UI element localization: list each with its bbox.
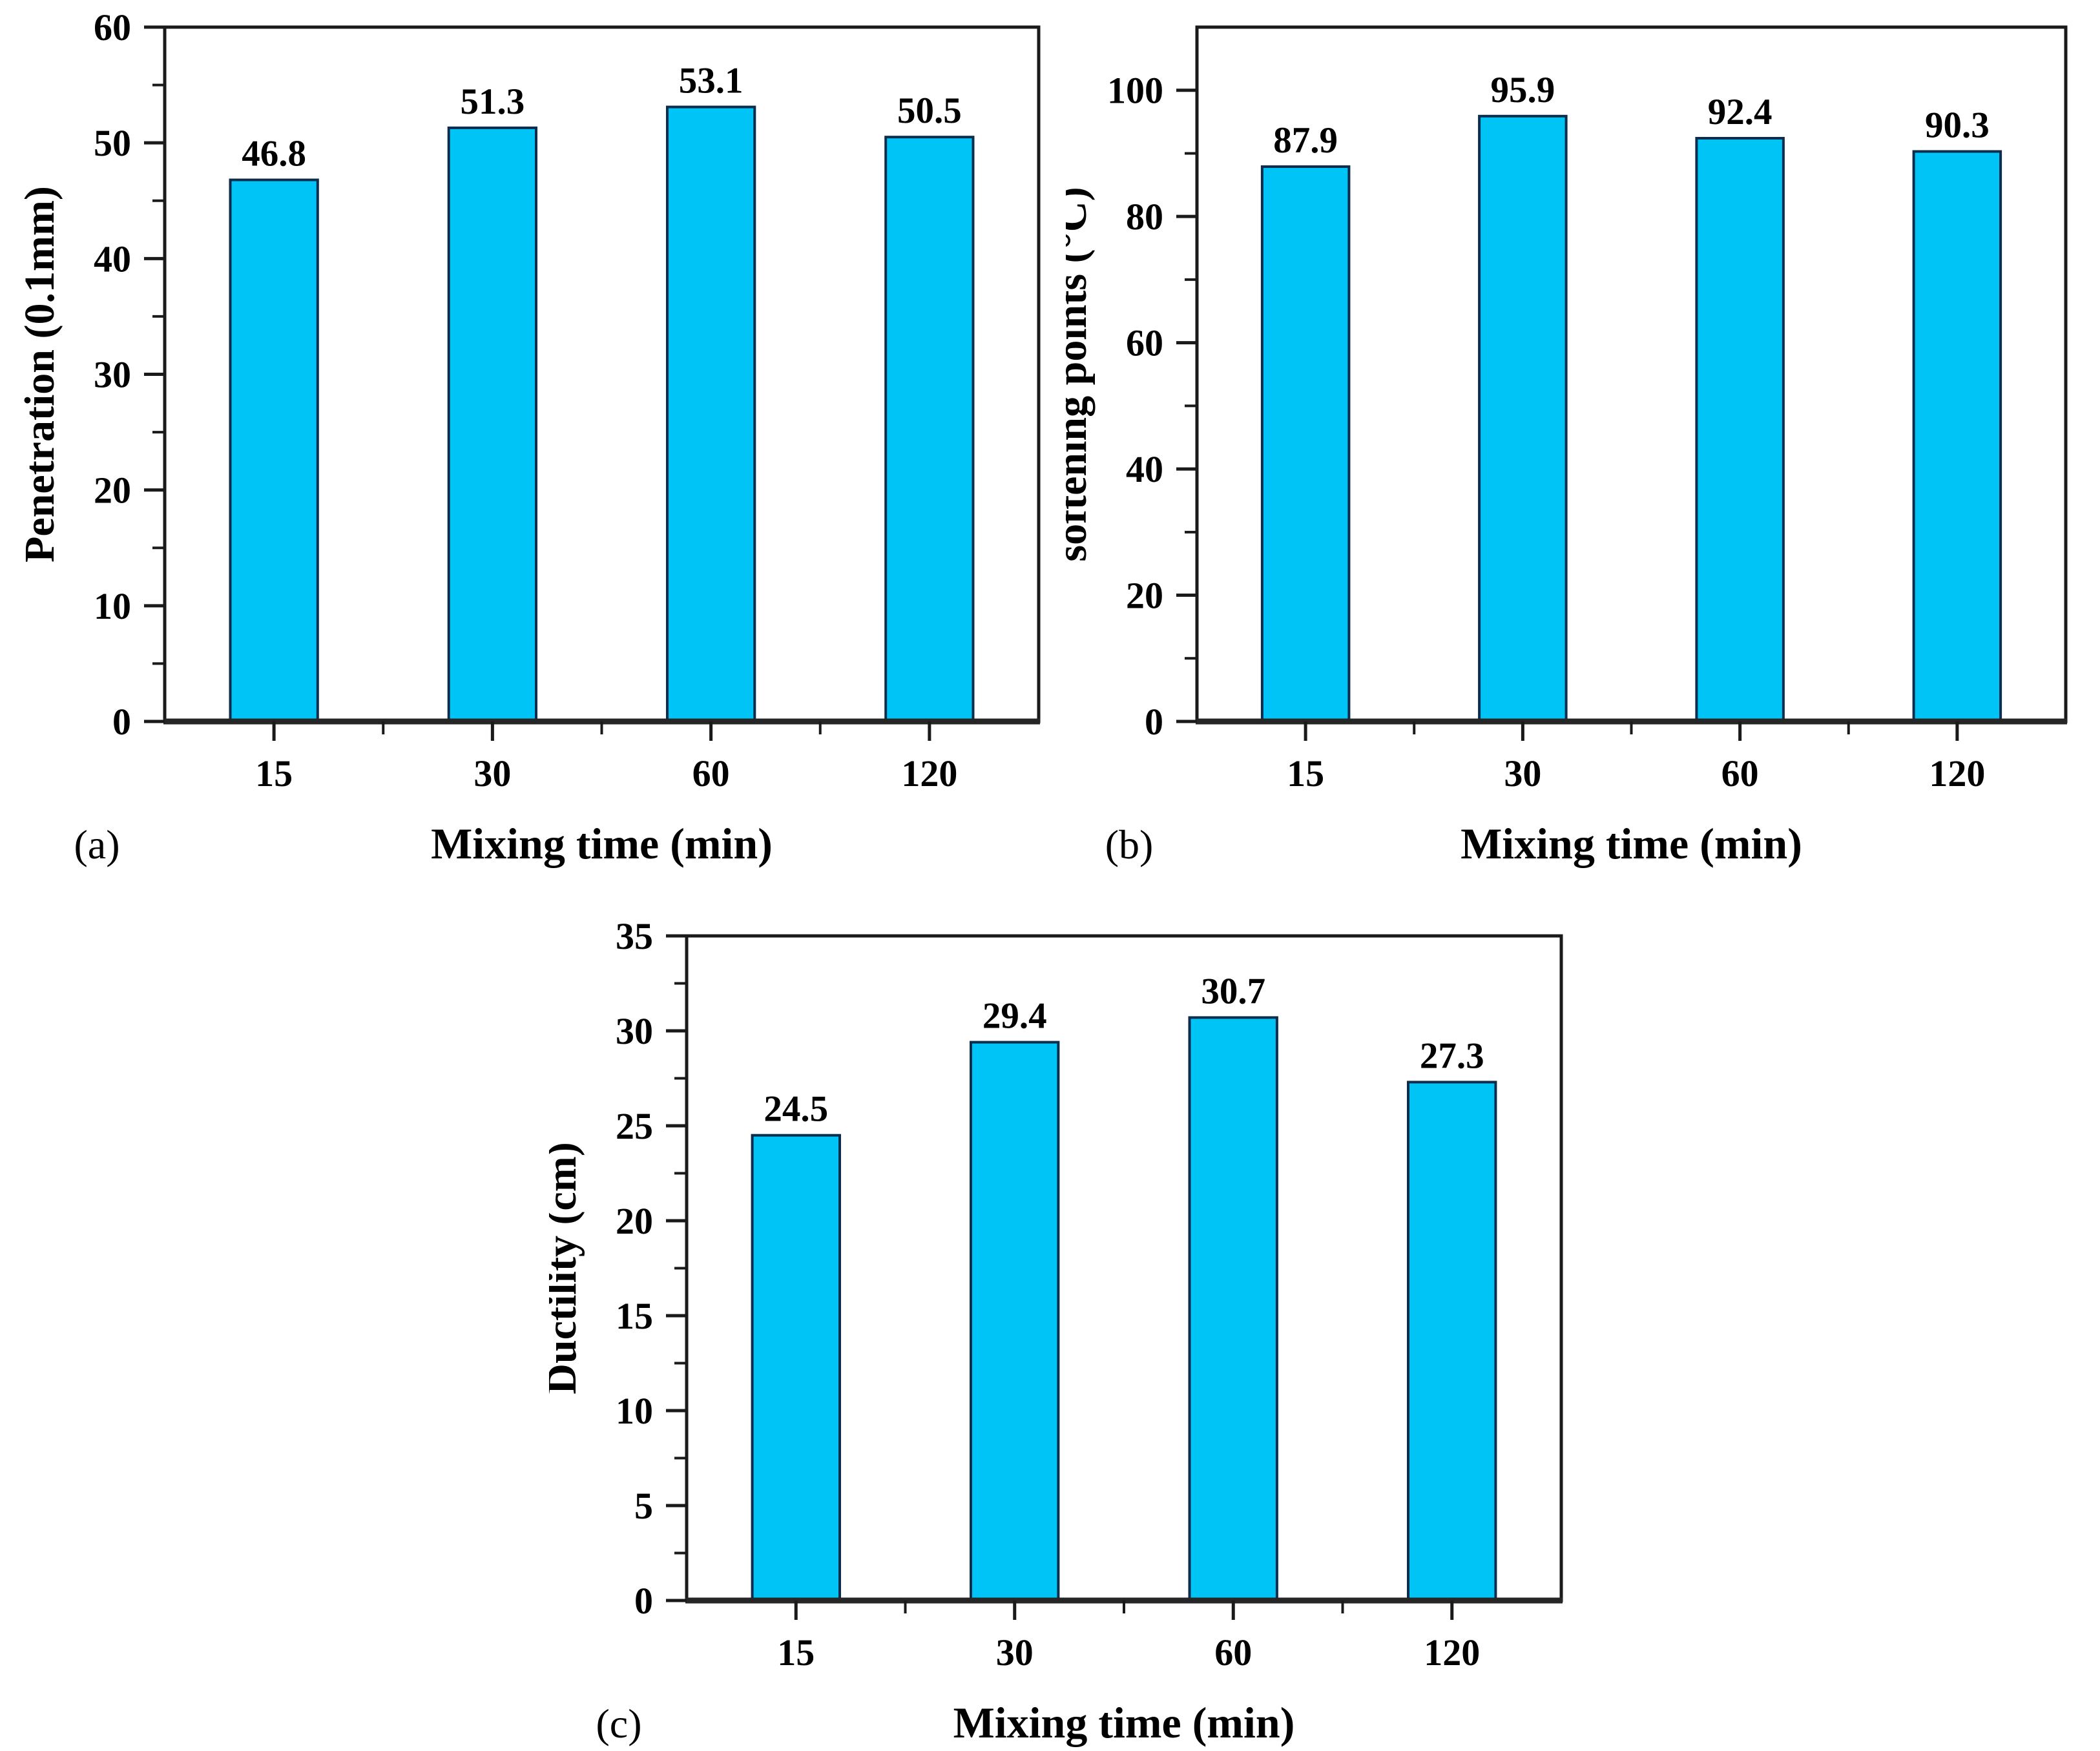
- x-tick-label: 15: [777, 1632, 815, 1673]
- chart-svg: 46.8 51.3 53.1 50.5 0 10 20 30 40 50 60 15 30 60 120 Pe…: [16, 6, 1041, 868]
- bar: [229, 178, 319, 723]
- chart-svg: 24.5 29.4 30.7 27.3 0 5 10 15 20 25 30 35 15 30 60 120 D…: [549, 915, 1563, 1747]
- x-tick-label: 120: [1424, 1632, 1480, 1673]
- y-tick-label: 100: [1107, 70, 1163, 112]
- x-tick-label: 15: [255, 752, 293, 794]
- panel-label: (c): [596, 1701, 641, 1746]
- y-tick-label: 40: [94, 238, 131, 280]
- x-axis-title: Mixing time (min): [431, 819, 773, 868]
- bar-value-label: 24.5: [764, 1089, 828, 1130]
- y-tick-label: 50: [94, 122, 131, 164]
- bar: [666, 105, 756, 723]
- bar: [1912, 150, 2002, 723]
- chart-softening-points: 87.9 95.9 92.4 90.3 0 20 40 60 80 100 15 30 60 120 sof…: [1066, 0, 2100, 872]
- bar: [1188, 1016, 1278, 1602]
- y-tick-label: 35: [616, 915, 653, 957]
- bar-value-label: 87.9: [1273, 120, 1338, 161]
- y-tick-label: 10: [616, 1390, 653, 1432]
- y-tick-label: 0: [634, 1580, 653, 1622]
- bar: [1407, 1081, 1497, 1602]
- y-tick-label: 10: [94, 585, 131, 627]
- y-tick-label: 0: [1145, 701, 1163, 743]
- y-tick-label: 30: [616, 1010, 653, 1052]
- bar-value-label: 29.4: [982, 996, 1047, 1037]
- bar: [970, 1041, 1060, 1602]
- panel-label: (a): [74, 822, 120, 867]
- y-tick-label: 40: [1126, 448, 1163, 490]
- chart-penetration: 46.8 51.3 53.1 50.5 0 10 20 30 40 50 60 15 30 60 120 Pe…: [0, 0, 1066, 872]
- panel-label: (b): [1105, 822, 1154, 867]
- x-tick-label: 30: [1504, 752, 1541, 794]
- x-tick-label: 30: [473, 752, 511, 794]
- bar: [447, 126, 538, 723]
- x-tick-label: 30: [996, 1632, 1034, 1673]
- y-axis-title: Penetration (0.1mm): [16, 186, 63, 563]
- bar: [884, 136, 975, 723]
- chart-ductility: 24.5 29.4 30.7 27.3 0 5 10 15 20 25 30 35 15 30 60 120 D…: [549, 872, 1583, 1751]
- x-axis-title: Mixing time (min): [953, 1698, 1295, 1747]
- x-tick-label: 120: [1929, 752, 1985, 794]
- x-axis-title: Mixing time (min): [1461, 819, 1802, 868]
- y-tick-label: 5: [634, 1485, 653, 1527]
- y-tick-label: 0: [112, 701, 131, 743]
- y-tick-label: 20: [1126, 575, 1163, 617]
- y-axis-title: Ductility (cm): [549, 1142, 585, 1394]
- bar-value-label: 46.8: [242, 134, 306, 174]
- y-axis-title: softening points (°C): [1066, 187, 1096, 561]
- y-tick-label: 80: [1126, 196, 1163, 238]
- bar-value-label: 90.3: [1925, 105, 1990, 146]
- bar-value-label: 27.3: [1420, 1035, 1484, 1076]
- y-tick-label: 60: [94, 6, 131, 48]
- bar-value-label: 51.3: [461, 81, 525, 122]
- y-tick-label: 15: [616, 1295, 653, 1337]
- chart-svg: 87.9 95.9 92.4 90.3 0 20 40 60 80 100 15 30 60 120 sof…: [1066, 25, 2068, 868]
- y-tick-label: 25: [616, 1105, 653, 1147]
- y-tick-label: 20: [616, 1200, 653, 1242]
- y-tick-label: 20: [94, 470, 131, 512]
- x-tick-label: 60: [1214, 1632, 1252, 1673]
- x-tick-label: 60: [692, 752, 730, 794]
- bar: [1478, 114, 1568, 723]
- x-tick-label: 120: [901, 752, 957, 794]
- bar: [751, 1134, 841, 1602]
- bar-value-label: 92.4: [1708, 92, 1773, 132]
- y-tick-label: 60: [1126, 322, 1163, 364]
- bar-value-label: 30.7: [1201, 971, 1265, 1011]
- bar: [1695, 137, 1785, 723]
- bar-value-label: 95.9: [1491, 70, 1555, 110]
- bar-value-label: 50.5: [897, 90, 962, 131]
- x-tick-label: 60: [1721, 752, 1759, 794]
- bar-value-label: 53.1: [679, 61, 743, 101]
- x-tick-label: 15: [1287, 752, 1324, 794]
- y-tick-label: 30: [94, 354, 131, 396]
- bar: [1260, 165, 1351, 723]
